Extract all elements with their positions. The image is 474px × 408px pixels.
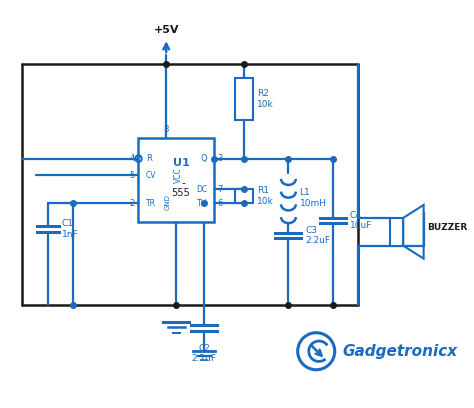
Text: L1
10mH: L1 10mH (300, 188, 327, 208)
Text: C1
1nF: C1 1nF (62, 220, 78, 239)
Bar (235, 78, 253, 120)
Text: TH: TH (197, 199, 207, 208)
Text: R: R (146, 154, 152, 163)
Text: 3: 3 (217, 154, 222, 163)
Text: C4
10uF: C4 10uF (349, 211, 372, 231)
Bar (138, 138, 214, 222)
Text: GND: GND (164, 195, 170, 211)
Text: 4: 4 (129, 154, 135, 163)
Text: -: - (182, 178, 186, 188)
Text: 2: 2 (129, 199, 135, 208)
Bar (390, 218, 403, 246)
Bar (235, 189, 253, 203)
Text: Gadgetronicx: Gadgetronicx (342, 344, 457, 359)
Text: 555: 555 (172, 188, 191, 198)
Text: R2
10k: R2 10k (257, 89, 273, 109)
Text: 6: 6 (217, 199, 222, 208)
Text: C2
2.2uF: C2 2.2uF (191, 344, 217, 363)
Text: U1: U1 (173, 158, 190, 168)
Text: DC: DC (196, 185, 207, 194)
Text: BUZZER: BUZZER (428, 223, 467, 232)
Text: 5: 5 (129, 171, 135, 180)
Text: 8: 8 (164, 124, 169, 134)
Text: Q: Q (201, 154, 207, 163)
Text: 7: 7 (217, 185, 222, 194)
Text: VCC: VCC (174, 167, 183, 183)
Text: C3
2.2uF: C3 2.2uF (305, 226, 330, 245)
Text: CV: CV (146, 171, 156, 180)
Text: +5V: +5V (154, 25, 179, 35)
Text: TR: TR (146, 199, 156, 208)
Text: R1
10k: R1 10k (257, 186, 273, 206)
